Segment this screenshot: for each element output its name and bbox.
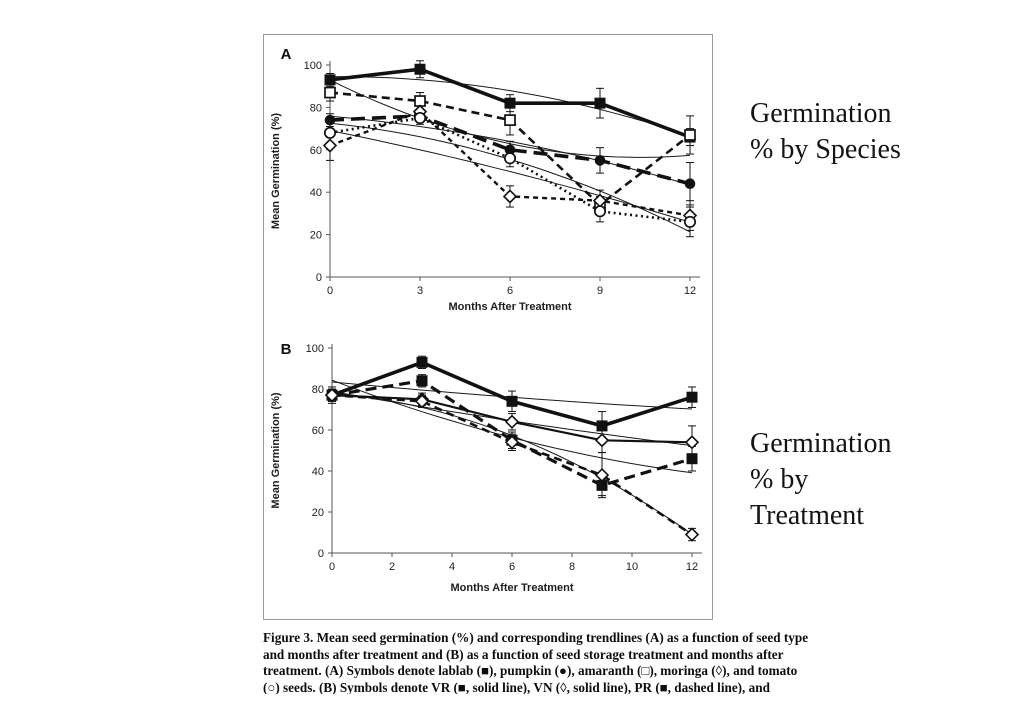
svg-text:0: 0	[329, 561, 335, 573]
svg-text:3: 3	[417, 285, 423, 297]
annotation-line: Germination	[750, 98, 892, 129]
svg-text:0: 0	[327, 285, 333, 297]
svg-text:20: 20	[312, 507, 324, 519]
svg-text:2: 2	[389, 561, 395, 573]
svg-text:80: 80	[310, 102, 322, 114]
svg-text:100: 100	[306, 343, 324, 355]
svg-text:0: 0	[318, 548, 324, 560]
svg-text:20: 20	[310, 230, 322, 242]
svg-text:40: 40	[312, 466, 324, 478]
svg-text:A: A	[281, 46, 292, 63]
svg-text:60: 60	[310, 145, 322, 157]
annotation-line: % by	[750, 464, 809, 495]
chart-a-canvas: 0 20 40 60 80 100 0 3 6 9 12 Months After Treatment…	[270, 46, 700, 313]
svg-text:12: 12	[686, 561, 698, 573]
svg-text:B: B	[281, 341, 292, 358]
svg-text:80: 80	[312, 384, 324, 396]
svg-text:4: 4	[449, 561, 455, 573]
svg-text:8: 8	[569, 561, 575, 573]
svg-text:40: 40	[310, 187, 322, 199]
figure-frame: 0 20 40 60 80 100 0 3 6 9 12 Months After Treatment…	[263, 34, 713, 620]
svg-text:Months After Treatment: Months After Treatment	[448, 301, 571, 313]
svg-text:60: 60	[312, 425, 324, 437]
svg-text:Months After Treatment: Months After Treatment	[450, 582, 573, 594]
caption-line: (○) seeds. (B) Symbols denote VR (■, sol…	[263, 679, 770, 694]
chart-b-canvas: 0 20 40 60 80 100 0 2 4 6 8 10 12 Months After Treatm…	[270, 341, 702, 594]
caption-line: treatment. (A) Symbols denote lablab (■)…	[263, 663, 798, 679]
svg-text:6: 6	[509, 561, 515, 573]
caption-line: Figure 3. Mean seed germination (%) and …	[263, 630, 809, 645]
annotation-treatment-label: Germination % by Treatment	[750, 426, 892, 534]
caption-line: and months after treatment and (B) as a …	[263, 646, 784, 662]
svg-text:12: 12	[684, 285, 696, 297]
chart-panel-b: 0 20 40 60 80 100 0 2 4 6 8 10 12 Months After Treatm…	[263, 321, 713, 620]
figure-caption: Figure 3. Mean seed germination (%) and …	[263, 630, 833, 694]
svg-text:Mean Germination (%): Mean Germination (%)	[270, 113, 282, 229]
annotation-line: % by Species	[750, 134, 901, 165]
svg-text:6: 6	[507, 285, 513, 297]
svg-text:10: 10	[626, 561, 638, 573]
annotation-line: Germination	[750, 428, 892, 459]
svg-text:0: 0	[316, 272, 322, 284]
chart-panel-a: 0 20 40 60 80 100 0 3 6 9 12 Months After Treatment…	[263, 34, 713, 322]
annotation-line: Treatment	[750, 500, 865, 531]
annotation-species-label: Germination % by Species	[750, 96, 901, 168]
svg-text:9: 9	[597, 285, 603, 297]
svg-text:100: 100	[304, 60, 322, 72]
svg-text:Mean Germination (%): Mean Germination (%)	[270, 392, 282, 508]
